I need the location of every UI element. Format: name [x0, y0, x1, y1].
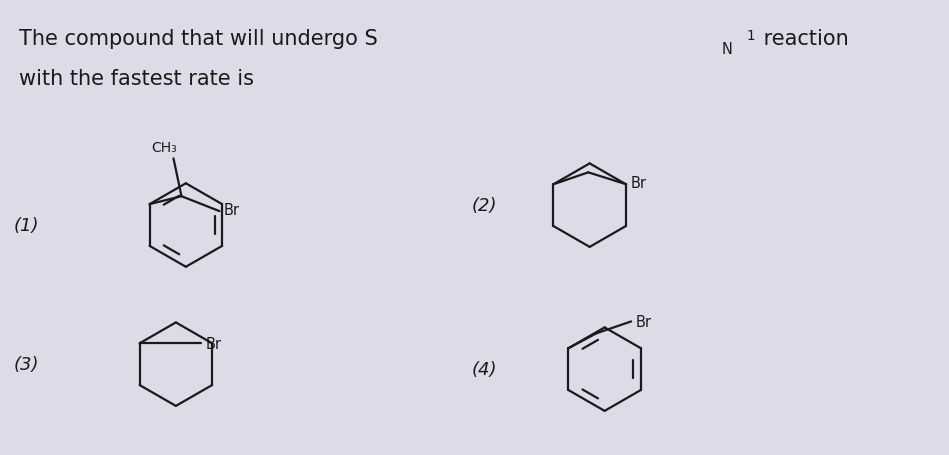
- Text: reaction: reaction: [757, 29, 849, 49]
- Text: The compound that will undergo S: The compound that will undergo S: [19, 29, 378, 49]
- Text: Br: Br: [635, 314, 651, 329]
- Text: CH₃: CH₃: [152, 141, 177, 155]
- Text: 1: 1: [746, 29, 754, 43]
- Text: (2): (2): [472, 197, 497, 215]
- Text: Br: Br: [205, 336, 221, 351]
- Text: Br: Br: [630, 175, 646, 190]
- Text: (4): (4): [472, 360, 497, 378]
- Text: (1): (1): [13, 217, 39, 234]
- Text: N: N: [721, 42, 732, 57]
- Text: with the fastest rate is: with the fastest rate is: [19, 69, 254, 89]
- Text: Br: Br: [223, 202, 239, 217]
- Text: (3): (3): [13, 355, 39, 374]
